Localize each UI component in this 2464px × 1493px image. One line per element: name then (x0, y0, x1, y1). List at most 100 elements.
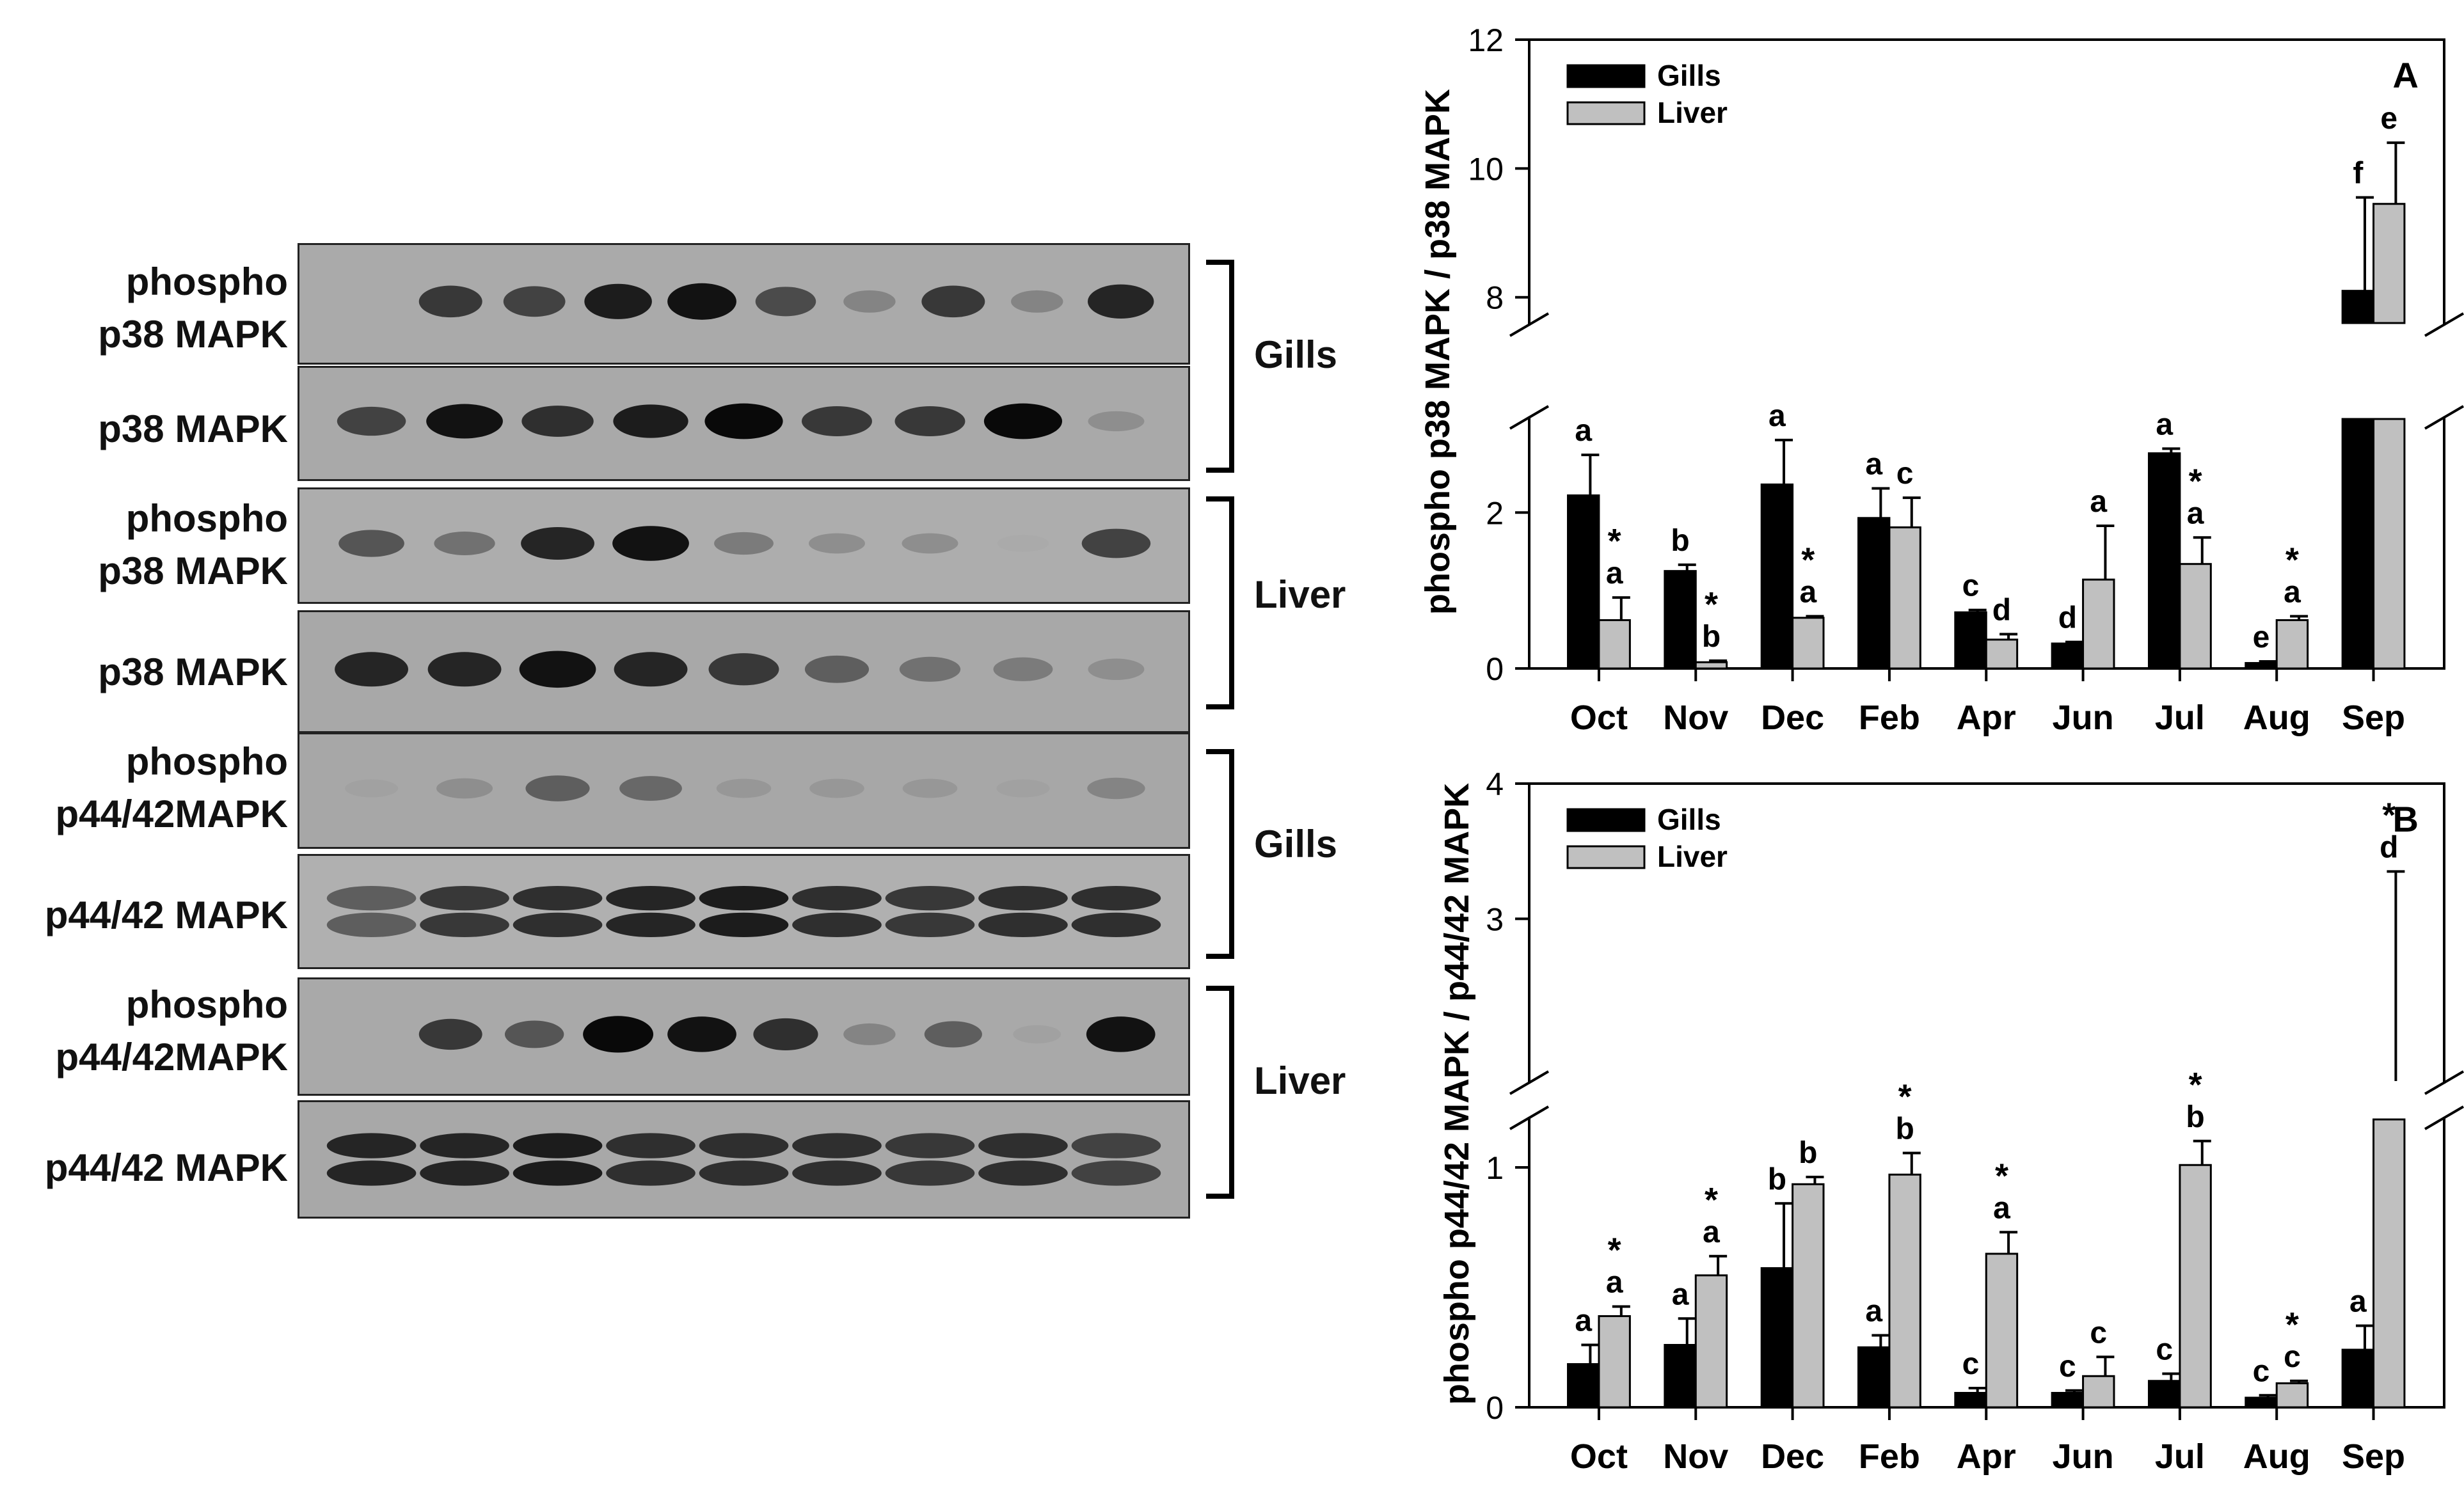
blot-band (808, 533, 865, 554)
blot-band (699, 1133, 789, 1158)
significance-asterisk: * (1608, 522, 1621, 560)
bar-gills (2147, 1380, 2181, 1409)
blot-band (619, 776, 682, 801)
axis-break-gap (1504, 326, 1555, 416)
significance-letter: c (2156, 1333, 2173, 1367)
blot-band (1081, 528, 1151, 558)
x-tick-label: Oct (1570, 1437, 1628, 1476)
blot-band (420, 885, 509, 911)
significance-asterisk: * (2285, 1306, 2299, 1344)
blot-band (513, 1133, 603, 1158)
significance-asterisk: * (2189, 1066, 2202, 1104)
blot-band (606, 885, 695, 911)
blot-band (606, 912, 695, 938)
blot-band (804, 655, 870, 683)
y-tick-label: 1 (1486, 1150, 1504, 1186)
significance-asterisk: * (1801, 541, 1815, 579)
blot-label-line2: p38 MAPK (98, 407, 288, 450)
blot-band (420, 1133, 509, 1158)
tissue-label-gills-2: Gills (1254, 823, 1338, 865)
axis-break-mark (2424, 312, 2464, 337)
significance-letter: c (1962, 569, 1980, 603)
blot-band (921, 285, 985, 318)
blot-label-line1: phospho (125, 983, 288, 1026)
blot-bands (338, 526, 1151, 561)
significance-letter: b (2186, 1100, 2204, 1134)
bar-gills-upper (2341, 290, 2375, 324)
bar-liver (1792, 1183, 1825, 1409)
blot-strip-p38-liver (298, 610, 1190, 733)
significance-letter: b (1702, 620, 1721, 654)
bar-liver-upper (2373, 203, 2406, 324)
bar-liver (1888, 1173, 1921, 1409)
blot-band (714, 532, 774, 555)
bar-gills (1760, 483, 1794, 670)
significance-letter: a (1575, 414, 1592, 448)
blot-band (843, 290, 896, 313)
blot-band (983, 403, 1063, 439)
bar-gills (2051, 1392, 2085, 1409)
axis-break-gap (1504, 1084, 1555, 1117)
blot-band (606, 1133, 695, 1158)
bar-gills (1664, 570, 1697, 670)
bracket-liver-p44 (1206, 986, 1234, 1199)
blot-label-p38-gills: p38 MAPK (19, 403, 288, 455)
blot-label-line2: p44/42MAPK (55, 1036, 288, 1078)
blot-label-phospho-p38-liver: phospho p38 MAPK (19, 493, 288, 597)
blot-band (326, 1133, 417, 1158)
blot-label-line2: p44/42 MAPK (44, 1146, 288, 1189)
significance-letter: a (1606, 557, 1623, 590)
significance-letter: a (2156, 407, 2173, 441)
significance-asterisk: * (2285, 541, 2299, 579)
bar-liver (1888, 526, 1921, 670)
bar-liver (1985, 1252, 2019, 1409)
blot-label-line1: phospho (125, 740, 288, 783)
blot-band (1071, 1133, 1161, 1158)
x-tick-label: Jul (2155, 1437, 2205, 1476)
y-tick-label: 0 (1486, 651, 1504, 687)
blot-strip-phospho-p44-liver (298, 977, 1190, 1096)
blot-strip-p44-liver (298, 1100, 1190, 1219)
legend-label-gills: Gills (1657, 59, 1721, 92)
blot-band (885, 1160, 975, 1186)
blot-band (894, 406, 966, 437)
y-axis-label: phospho p44/42 MAPK / p44/42 MAPK (1438, 783, 1476, 1405)
bar-gills (2245, 661, 2278, 670)
x-tick-label: Feb (1859, 699, 1920, 737)
significance-letter: d (2380, 830, 2398, 864)
significance-letter: e (2380, 102, 2397, 136)
blot-band (1071, 885, 1161, 911)
blot-band (699, 1160, 789, 1186)
significance-asterisk: * (2382, 796, 2396, 834)
blot-band (792, 1160, 882, 1186)
blot-band (716, 778, 772, 798)
panel-letter: B (2393, 799, 2419, 839)
significance-asterisk: * (1705, 585, 1718, 624)
bar-liver (2373, 418, 2406, 670)
blot-strip-phospho-p38-liver (298, 487, 1190, 604)
significance-letter: a (1672, 1277, 1689, 1311)
bar-liver (1792, 617, 1825, 670)
axis-break-mark (1509, 312, 1550, 337)
blot-band (755, 287, 816, 317)
blot-band (1071, 912, 1161, 938)
significance-letter: a (1993, 1191, 2010, 1225)
bar-gills (1954, 1392, 1987, 1409)
blot-label-phospho-p44-gills: phospho p44/42MAPK (19, 736, 288, 841)
significance-letter: c (2059, 1350, 2076, 1384)
blot-band (427, 652, 502, 687)
legend-label-gills: Gills (1657, 803, 1721, 836)
blot-band (1013, 1025, 1061, 1044)
bar-liver (1694, 1274, 1728, 1409)
tissue-label-liver-1: Liver (1254, 573, 1346, 616)
significance-letter: c (1896, 457, 1914, 491)
x-tick-label: Nov (1663, 699, 1728, 737)
blot-band (978, 1133, 1068, 1158)
blot-band (326, 1160, 417, 1186)
blot-band (1088, 284, 1154, 319)
blot-band (513, 912, 603, 938)
significance-letter: e (2253, 620, 2270, 654)
blot-band (1011, 290, 1063, 313)
